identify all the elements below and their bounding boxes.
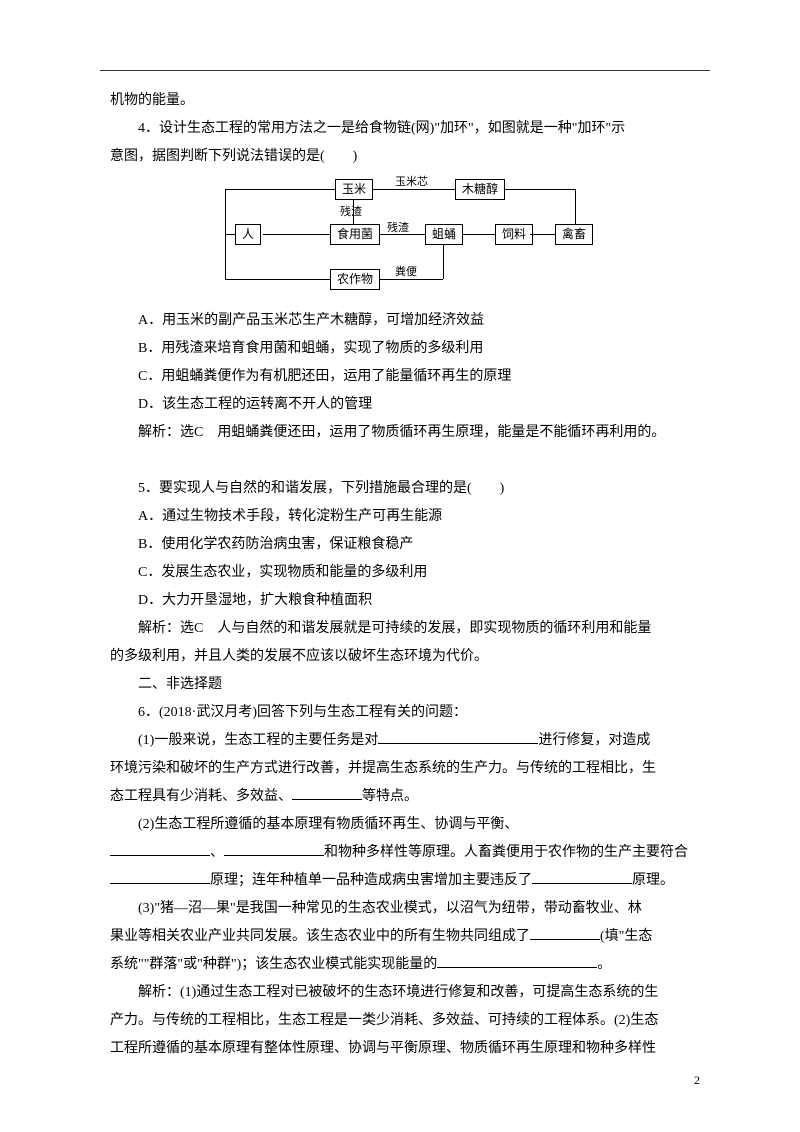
q6-an1: 解析：(1)通过生态工程对已被破坏的生态环境进行修复和改善，可提高生态系统的生 [110,979,700,1007]
q5-optA: A．通过生物技术手段，转化淀粉生产可再生能源 [110,503,700,531]
q6-p3-line2: 果业等相关农业产业共同发展。该生态农业中的所有生物共同组成了 (填"生态 [110,923,700,951]
line [225,279,330,280]
q4-diagram: 玉米 木糖醇 人 食用菌 蛆蛹 饲料 禽畜 农作物 玉米芯 残渣 残渣 粪便 [215,179,595,299]
text: 原理；连年种植单一品种造成病虫害增加主要违反了 [210,873,532,888]
blank [437,951,597,968]
text: (1)一般来说，生态工程的主要任务是对 [138,733,378,748]
blank [110,839,210,856]
blank [378,727,538,744]
q6-p1-line3: 态工程具有少消耗、多效益、 等特点。 [110,783,700,811]
q6-p2-line2: 、 和物种多样性等原理。人畜粪便用于农作物的生产主要符合 [110,839,700,867]
section2-heading: 二、非选择题 [110,671,700,699]
line [225,234,235,235]
line [443,244,444,279]
node-xylitol: 木糖醇 [455,179,505,200]
q4-stem-line2: 意图，据图判断下列说法错误的是( ) [110,143,700,171]
blank [224,839,324,856]
blank [530,923,600,940]
q4-optB: B．用残渣来培育食用菌和蛆蛹，实现了物质的多级利用 [110,335,700,363]
text: 态工程具有少消耗、多效益、 [110,789,292,804]
node-corn: 玉米 [335,179,373,200]
text: 等特点。 [362,789,418,804]
q4-stem-line1: 4．设计生态工程的常用方法之一是给食物链(网)"加环"，如图就是一种"加环"示 [110,115,700,143]
line [225,189,335,190]
node-livestock: 禽畜 [555,224,593,245]
q5-optB: B．使用化学农药防治病虫害，保证粮食稳产 [110,531,700,559]
text: 、 [210,845,224,860]
header-rule [100,70,710,71]
node-crop: 农作物 [330,269,380,290]
q6-p3-line1: (3)"猪—沼—果"是我国一种常见的生态农业模式，以沼气为纽带，带动畜牧业、林 [110,895,700,923]
blank [110,867,210,884]
label-residue1: 残渣 [340,207,362,218]
page-number: 2 [694,1068,700,1092]
q4-diagram-wrap: 玉米 木糖醇 人 食用菌 蛆蛹 饲料 禽畜 农作物 玉米芯 残渣 残渣 粪便 [110,179,700,299]
text: (填"生态 [600,929,652,944]
node-fungi: 食用菌 [330,224,380,245]
q5-analysis1: 解析：选C 人与自然的和谐发展就是可持续的发展，即实现物质的循环利用和能量 [110,615,700,643]
spacer [110,447,700,475]
q6-p3-line3: 系统""群落"或"种群")；该生态农业模式能实现能量的 。 [110,951,700,979]
line [380,234,425,235]
blank [292,783,362,800]
q4-optA: A．用玉米的副产品玉米芯生产木糖醇，可增加经济效益 [110,307,700,335]
text: 原理。 [632,873,674,888]
text-line: 机物的能量。 [110,87,700,115]
line [373,189,455,190]
node-maggot: 蛆蛹 [425,224,463,245]
text: 和物种多样性等原理。人畜粪便用于农作物的生产主要符合 [324,845,688,860]
text: 。 [597,957,611,972]
q6-stem: 6．(2018·武汉月考)回答下列与生态工程有关的问题： [110,699,700,727]
q6-p1-line2: 环境污染和破坏的生产方式进行改善，并提高生态系统的生产力。与传统的工程相比，生 [110,755,700,783]
label-cob: 玉米芯 [395,177,428,188]
q6-p2-line3: 原理；连年种植单一品种造成病虫害增加主要违反了 原理。 [110,867,700,895]
q4-analysis: 解析：选C 用蛆蛹粪便还田，运用了物质循环再生原理，能量是不能循环再利用的。 [110,419,700,447]
q5-optC: C．发展生态农业，实现物质和能量的多级利用 [110,559,700,587]
line [380,279,443,280]
line [505,189,575,190]
q4-optD: D．该生态工程的运转离不开人的管理 [110,391,700,419]
page-content: 机物的能量。 4．设计生态工程的常用方法之一是给食物链(网)"加环"，如图就是一… [0,0,800,1103]
line [353,199,354,224]
blank [532,867,632,884]
line [530,234,555,235]
q4-optC: C．用蛆蛹粪便作为有机肥还田，运用了能量循环再生的原理 [110,363,700,391]
text: 系统""群落"或"种群")；该生态农业模式能实现能量的 [110,957,437,972]
line [575,189,576,224]
q5-optD: D．大力开垦湿地，扩大粮食种植面积 [110,587,700,615]
q6-an2: 产力。与传统的工程相比，生态工程是一类少消耗、多效益、可持续的工程体系。(2)生… [110,1007,700,1035]
line [463,234,495,235]
node-human: 人 [235,224,261,245]
q6-p2-line1: (2)生态工程所遵循的基本原理有物质循环再生、协调与平衡、 [110,811,700,839]
node-feed: 饲料 [495,224,533,245]
text: 进行修复，对造成 [538,733,650,748]
q6-p1-line1: (1)一般来说，生态工程的主要任务是对 进行修复，对造成 [110,727,700,755]
text: 果业等相关农业产业共同发展。该生态农业中的所有生物共同组成了 [110,929,530,944]
q5-stem: 5．要实现人与自然的和谐发展，下列措施最合理的是( ) [110,475,700,503]
label-residue2: 残渣 [387,223,409,234]
q5-analysis2: 的多级利用，并且人类的发展不应该以破坏生态环境为代价。 [110,643,700,671]
q6-an3: 工程所遵循的基本原理有整体性原理、协调与平衡原理、物质循环再生原理和物种多样性 [110,1035,700,1063]
line [263,234,330,235]
label-manure: 粪便 [395,267,417,278]
